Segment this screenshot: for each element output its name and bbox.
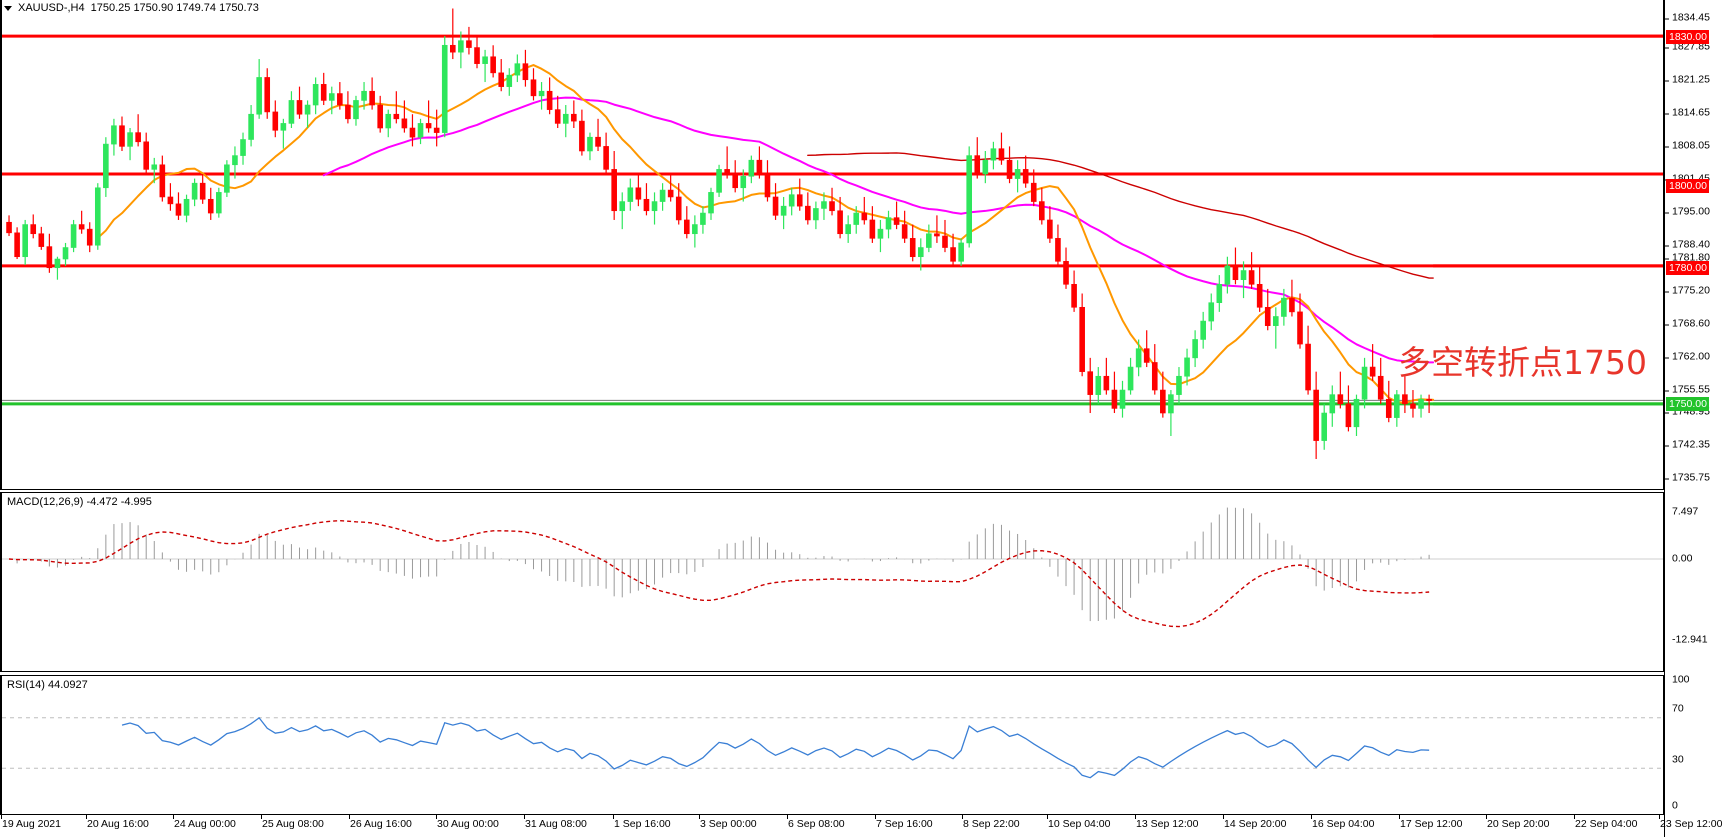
time-axis-label: 19 Aug 2021	[1, 815, 61, 830]
axis-tick-label: 100	[1672, 673, 1690, 686]
axis-tick-label: 1768.60	[1665, 318, 1710, 330]
rsi-line	[121, 717, 1430, 779]
rsi-plot-area[interactable]	[2, 676, 1663, 814]
price-plot-area[interactable]	[2, 0, 1663, 489]
time-axis-label: 22 Sep 04:00	[1573, 815, 1638, 830]
axis-tick-label: 1735.75	[1665, 472, 1710, 484]
axis-price-badge: 1780.00	[1666, 261, 1709, 275]
time-axis-label: 7 Sep 16:00	[875, 815, 933, 830]
macd-histogram	[16, 507, 1430, 622]
axis-price-badge: 1800.00	[1666, 179, 1709, 193]
macd-label: MACD(12,26,9) -4.472 -4.995	[7, 496, 152, 508]
time-axis-label: 16 Sep 04:00	[1310, 815, 1375, 830]
ohlc-values: 1750.25 1750.90 1749.74 1750.73	[90, 2, 259, 14]
time-axis-label: 24 Aug 00:00	[173, 815, 236, 830]
axis-tick-label: 30	[1672, 753, 1684, 766]
axis-tick-label: 1808.05	[1665, 140, 1710, 152]
moving-average-slow-line	[807, 152, 1434, 279]
axis-tick-label: 7.497	[1672, 505, 1699, 518]
macd-plot-area[interactable]	[2, 493, 1663, 671]
rsi-label: RSI(14) 44.0927	[7, 679, 88, 691]
axis-price-badge: 1830.00	[1666, 30, 1709, 44]
time-axis-label: 1 Sep 16:00	[613, 815, 671, 830]
axis-tick-label: 1781.80	[1665, 252, 1710, 264]
rsi-chart-svg	[2, 717, 1663, 779]
axis-tick-label: 1762.00	[1665, 351, 1710, 363]
axis-tick-label: 1814.65	[1665, 107, 1710, 119]
axis-tick-label: 1795.00	[1665, 206, 1710, 218]
axis-tick-label: 1755.55	[1665, 384, 1710, 396]
axis-price-badge: 1750.00	[1666, 397, 1709, 411]
time-axis-label: 30 Aug 00:00	[436, 815, 499, 830]
axis-tick-label: 1742.35	[1665, 439, 1710, 451]
axis-tick-label: 0.00	[1672, 552, 1693, 565]
time-axis-label: 10 Sep 04:00	[1046, 815, 1111, 830]
candlestick-series	[6, 8, 1432, 459]
price-chart-panel[interactable]	[0, 0, 1664, 490]
price-value-axis[interactable]: 1834.45 1830.00 1827.85 1821.25 1814.65 1808.…	[1664, 0, 1723, 837]
axis-tick-label: 1788.40	[1665, 239, 1710, 251]
macd-chart-svg	[2, 507, 1663, 628]
chevron-down-icon[interactable]	[4, 5, 12, 11]
time-axis-label: 13 Sep 12:00	[1134, 815, 1199, 830]
macd-signal-line	[8, 519, 1430, 628]
chart-annotation: 多空转折点1750	[1398, 343, 1647, 382]
axis-tick-label: 1834.45	[1665, 12, 1710, 24]
rsi-panel[interactable]: RSI(14) 44.0927	[0, 675, 1664, 815]
moving-average-fast-line	[96, 64, 1435, 405]
time-axis-label: 20 Aug 16:00	[86, 815, 149, 830]
time-axis-label: 6 Sep 08:00	[787, 815, 845, 830]
axis-tick-label: 1821.25	[1665, 74, 1710, 86]
axis-tick-label: 1827.85	[1665, 41, 1710, 53]
time-axis-label: 8 Sep 22:00	[962, 815, 1020, 830]
axis-tick-label: 1748.95	[1665, 406, 1710, 418]
time-axis-label: 20 Sep 20:00	[1485, 815, 1550, 830]
symbol-label: XAUUSD-,H4	[18, 2, 85, 14]
time-axis-label: 26 Aug 16:00	[349, 815, 412, 830]
axis-tick-label: 70	[1672, 702, 1684, 715]
time-axis-label: 14 Sep 20:00	[1222, 815, 1287, 830]
time-axis-label: 31 Aug 08:00	[524, 815, 587, 830]
quote-bar: XAUUSD-,H4 1750.25 1750.90 1749.74 1750.…	[4, 2, 259, 14]
axis-tick-label: 0	[1672, 799, 1678, 812]
time-axis-label: 23 Sep 12:00	[1658, 815, 1723, 830]
axis-tick-label: 1775.20	[1665, 285, 1710, 297]
macd-panel[interactable]: MACD(12,26,9) -4.472 -4.995	[0, 492, 1664, 672]
axis-tick-label: -12.941	[1672, 633, 1708, 646]
time-axis-label: 25 Aug 08:00	[261, 815, 324, 830]
price-chart-svg	[2, 8, 1663, 459]
time-axis-label: 17 Sep 12:00	[1398, 815, 1463, 830]
time-axis-label: 3 Sep 00:00	[699, 815, 757, 830]
time-axis[interactable]: 19 Aug 2021 20 Aug 16:00 24 Aug 00:00 25 Au…	[0, 815, 1722, 837]
